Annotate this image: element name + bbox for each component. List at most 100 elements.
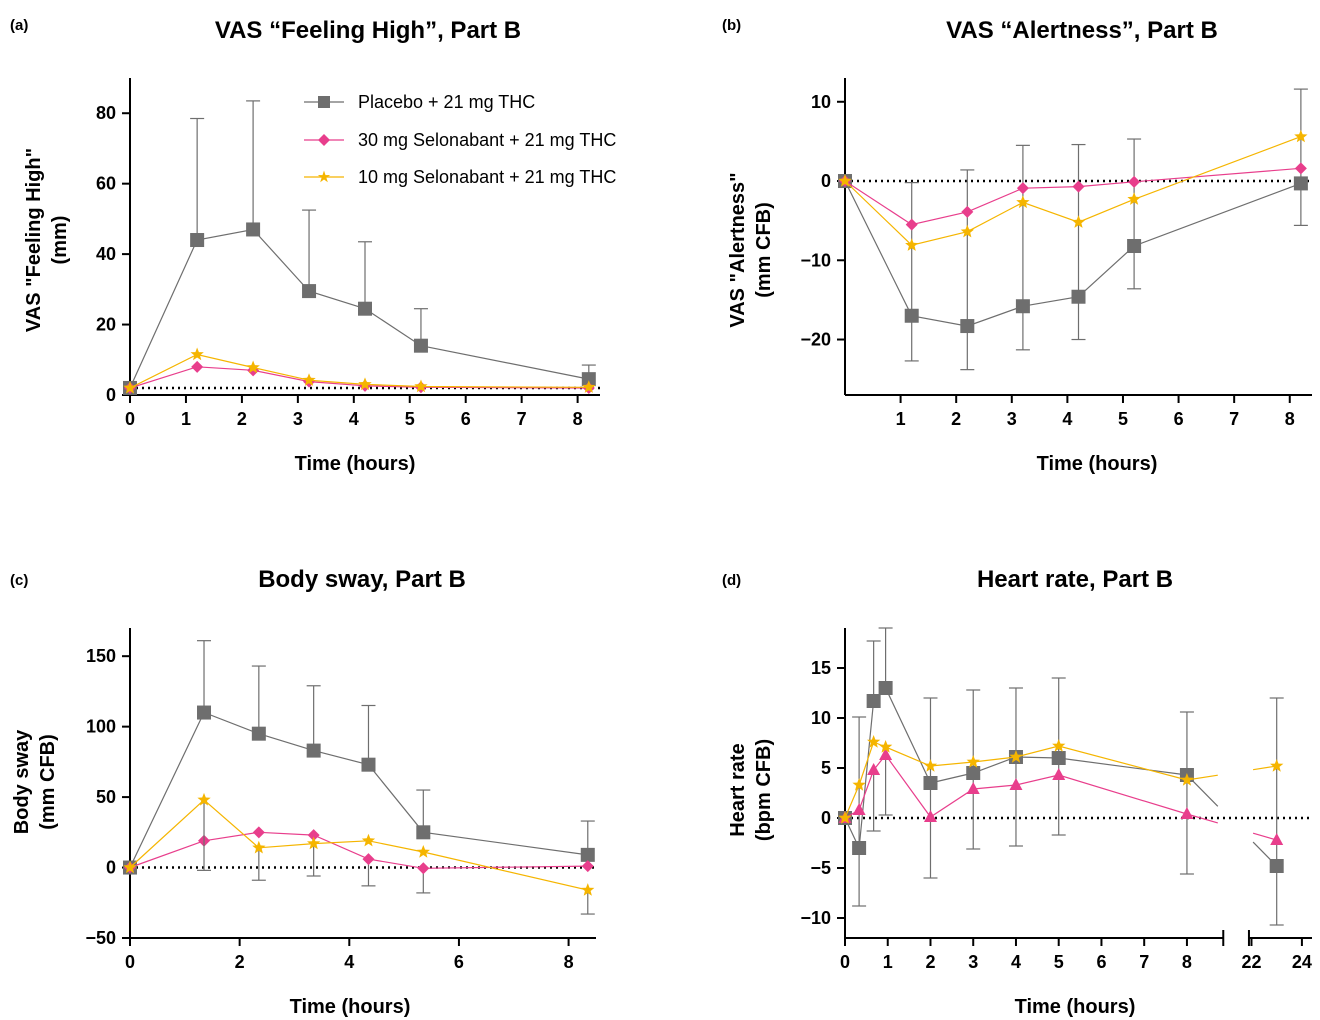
series-placebo (123, 100, 596, 395)
x-tick-label: 2 (925, 952, 935, 972)
data-point-placebo (878, 681, 893, 695)
x-tick-label: 0 (125, 409, 135, 429)
x-tick-label: 4 (349, 409, 359, 429)
legend-marker-diamond (318, 134, 330, 146)
data-point-selonabant_10 (1127, 192, 1141, 205)
panel-a-feeling-high: (a) VAS “Feeling High”, Part B Time (hou… (10, 17, 616, 475)
data-point-selonabant_30 (923, 810, 937, 822)
data-point-selonabant_10 (582, 380, 596, 393)
x-tick-label: 1 (896, 409, 906, 429)
y-tick-label: 10 (811, 92, 831, 112)
y-axis-label-c-line1: Body sway (11, 729, 33, 834)
data-point-selonabant_30 (905, 218, 918, 231)
series-line-selonabant_10 (1253, 765, 1277, 771)
x-tick-label: 3 (293, 409, 303, 429)
series-selonabant_30 (838, 748, 1284, 845)
data-point-selonabant_30 (1294, 162, 1307, 175)
data-point-selonabant_10 (867, 735, 881, 748)
x-tick-label: 0 (125, 952, 135, 972)
data-point-selonabant_10 (960, 224, 974, 238)
data-point-selonabant_10 (246, 360, 260, 374)
data-point-selonabant_30 (1009, 778, 1023, 790)
data-point-selonabant_10 (1071, 215, 1086, 228)
legend-item-placebo: Placebo + 21 mg THC (304, 92, 535, 112)
panel-c-body-sway: (c) Body sway, Part B Time (hours) Body … (10, 566, 596, 1018)
y-tick-label: 0 (821, 808, 831, 828)
data-point-selonabant_30 (1180, 807, 1194, 819)
legend-label-selonabant-30: 30 mg Selonabant + 21 mg THC (358, 130, 616, 150)
data-point-selonabant_30 (1052, 768, 1066, 780)
data-point-placebo (1293, 176, 1308, 191)
data-point-selonabant_30 (581, 860, 594, 873)
data-point-selonabant_10 (1052, 739, 1066, 752)
y-tick-label: 40 (96, 244, 116, 264)
x-tick-label: 2 (951, 409, 961, 429)
x-tick-label: 4 (1011, 952, 1021, 972)
x-axis-label-a: Time (hours) (295, 453, 416, 475)
legend-label-selonabant-10: 10 mg Selonabant + 21 mg THC (358, 167, 616, 187)
data-point-selonabant_30 (1270, 833, 1284, 845)
x-tick-label: 4 (1062, 409, 1072, 429)
series-line-selonabant_30 (844, 754, 1218, 824)
data-point-placebo (1127, 239, 1142, 254)
x-tick-label: 5 (1054, 952, 1064, 972)
data-point-selonabant_30 (966, 782, 980, 794)
data-point-selonabant_30 (867, 763, 881, 775)
x-tick-label: 4 (344, 952, 354, 972)
legend-marker-star (317, 170, 331, 183)
y-tick-label: 80 (96, 103, 116, 123)
y-tick-label: 60 (96, 174, 116, 194)
data-point-selonabant_10 (838, 811, 852, 824)
x-tick-label: 3 (968, 952, 978, 972)
chart-title-a: VAS “Feeling High”, Part B (215, 17, 521, 44)
data-point-selonabant_10 (966, 755, 980, 768)
data-point-placebo (306, 743, 321, 758)
legend-item-selonabant-30: 30 mg Selonabant + 21 mg THC (304, 130, 616, 150)
x-tick-label: 6 (1096, 952, 1106, 972)
x-axis-label-b: Time (hours) (1037, 453, 1158, 475)
x-tick-label: 1 (181, 409, 191, 429)
chart-title-b: VAS “Alertness”, Part B (946, 17, 1218, 44)
data-point-selonabant_30 (1072, 180, 1085, 193)
data-point-placebo (246, 222, 261, 237)
x-tick-label: 2 (235, 952, 245, 972)
data-point-placebo (361, 757, 376, 772)
x-tick-label: 8 (564, 952, 574, 972)
y-tick-label: 15 (811, 658, 831, 678)
data-point-selonabant_10 (414, 379, 428, 393)
data-point-placebo (358, 301, 372, 316)
panel-letter-d: (d) (722, 572, 741, 589)
y-tick-label: −20 (800, 330, 831, 350)
x-tick-label: 7 (517, 409, 527, 429)
data-point-placebo (413, 338, 428, 353)
legend-item-selonabant-10: 10 mg Selonabant + 21 mg THC (304, 167, 616, 187)
x-tick-label: 6 (461, 409, 471, 429)
data-point-placebo (580, 847, 595, 862)
data-point-selonabant_10 (581, 883, 595, 896)
data-point-selonabant_10 (1009, 750, 1023, 763)
y-axis-label-a-line2: (mm) (49, 216, 71, 265)
series-line-selonabant_30 (129, 831, 588, 869)
x-tick-label: 0 (840, 952, 850, 972)
data-point-selonabant_30 (852, 803, 866, 815)
y-tick-label: 0 (106, 858, 116, 878)
y-axis-label-d-line2: (bpm CFB) (753, 739, 775, 841)
data-point-selonabant_10 (302, 373, 316, 386)
x-tick-label: 5 (1118, 409, 1128, 429)
legend: Placebo + 21 mg THC 30 mg Selonabant + 2… (304, 92, 616, 187)
data-point-placebo (960, 319, 975, 334)
y-tick-label: 100 (86, 717, 116, 737)
series-line-placebo (844, 686, 1219, 851)
data-point-selonabant_10 (878, 740, 893, 753)
data-point-selonabant_10 (190, 347, 204, 361)
data-point-placebo (416, 825, 431, 840)
x-tick-label: 8 (573, 409, 583, 429)
data-point-selonabant_30 (1128, 175, 1141, 188)
panel-b-alertness: (b) VAS “Alertness”, Part B Time (hours)… (722, 17, 1312, 475)
data-point-selonabant_10 (1180, 773, 1194, 786)
data-point-selonabant_10 (307, 836, 321, 850)
data-point-selonabant_30 (961, 205, 974, 218)
data-point-selonabant_30 (879, 748, 893, 760)
data-point-placebo (966, 766, 981, 780)
chart-title-c: Body sway, Part B (258, 566, 466, 593)
